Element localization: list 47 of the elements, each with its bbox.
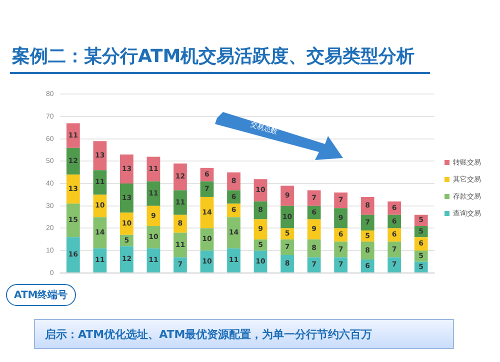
bar [174,214,187,233]
bar [280,239,294,256]
bar [280,228,294,240]
bar [334,192,348,208]
bar [334,257,348,272]
bar [414,262,428,272]
bar [66,174,80,204]
bar [120,184,134,213]
bar [66,237,80,272]
bar [174,190,187,215]
bar [93,170,107,195]
chart-title: 案例二：某分行ATM机交易活跃度、交易类型分析 [12,45,415,68]
bar [93,248,107,272]
bar [174,232,187,258]
bar [93,194,107,218]
bar [334,242,348,258]
bar [280,255,294,272]
bar [280,186,294,206]
bar [93,217,107,248]
bar [360,196,374,215]
bar [334,208,348,228]
bar [388,228,402,242]
bar [146,156,160,182]
bar [360,214,374,230]
bar [174,257,187,272]
bar [93,141,107,170]
bar [227,172,240,190]
bar [66,148,80,175]
bar [120,212,134,235]
bar [120,154,134,184]
bar [334,228,348,242]
bar [227,217,240,248]
bar [360,260,374,272]
bar [227,248,240,272]
bar [388,257,402,272]
bar [174,163,187,190]
bar [227,204,240,218]
bar [66,123,80,148]
bar [388,242,402,258]
bar [307,190,321,206]
bar [388,201,402,215]
text: 启示：ATM优化选址、ATM最优资源配置，为单一分行节约六百万 [34,319,454,349]
x-axis-title: ATM终端号 [6,284,76,306]
bar [66,204,80,238]
bar [120,246,134,272]
bar [360,242,374,260]
bar [414,237,428,251]
